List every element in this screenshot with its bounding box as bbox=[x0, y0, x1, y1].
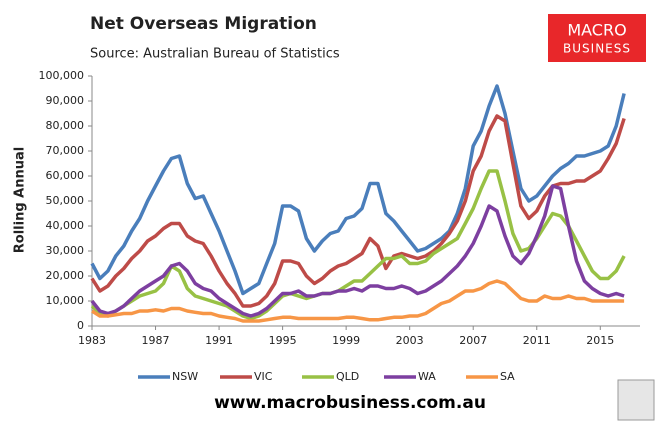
chart-title: Net Overseas Migration bbox=[90, 14, 317, 34]
y-tick-label: 80,000 bbox=[46, 119, 85, 132]
legend-label: SA bbox=[500, 370, 515, 383]
series-line bbox=[90, 114, 626, 308]
logo-text: MACRO bbox=[567, 21, 626, 40]
x-tick-label: 2015 bbox=[586, 334, 614, 347]
y-tick-label: 70,000 bbox=[46, 144, 85, 157]
y-tick-label: 10,000 bbox=[46, 294, 85, 307]
y-tick-label: 90,000 bbox=[46, 94, 85, 107]
x-tick-label: 2003 bbox=[396, 334, 424, 347]
x-tick-label: 1995 bbox=[269, 334, 297, 347]
y-tick-label: 0 bbox=[77, 319, 84, 332]
legend-label: NSW bbox=[172, 370, 198, 383]
series-line bbox=[90, 84, 626, 296]
y-tick-label: 100,000 bbox=[39, 69, 85, 82]
x-tick-label: 2007 bbox=[459, 334, 487, 347]
logo-box bbox=[548, 14, 646, 62]
legend-label: QLD bbox=[336, 370, 359, 383]
y-tick-label: 20,000 bbox=[46, 269, 85, 282]
y-tick-label: 30,000 bbox=[46, 244, 85, 257]
chart-subtitle: Source: Australian Bureau of Statistics bbox=[90, 47, 340, 62]
y-tick-label: 40,000 bbox=[46, 219, 85, 232]
footer: www.macrobusiness.com.au bbox=[214, 393, 486, 413]
legend-label: VIC bbox=[254, 370, 273, 383]
x-tick-label: 1999 bbox=[332, 334, 360, 347]
y-tick-label: 60,000 bbox=[46, 169, 85, 182]
wolf-icon bbox=[617, 379, 655, 421]
logo-text: BUSINESS bbox=[563, 42, 631, 56]
x-tick-label: 1991 bbox=[205, 334, 233, 347]
y-tick-label: 50,000 bbox=[46, 194, 85, 207]
legend-label: WA bbox=[418, 370, 436, 383]
series-line bbox=[91, 279, 625, 323]
series-line bbox=[90, 184, 625, 318]
y-axis-label: Rolling Annual bbox=[13, 147, 28, 253]
x-tick-label: 2011 bbox=[523, 334, 551, 347]
x-tick-label: 1983 bbox=[78, 334, 106, 347]
x-tick-label: 1987 bbox=[142, 334, 170, 347]
